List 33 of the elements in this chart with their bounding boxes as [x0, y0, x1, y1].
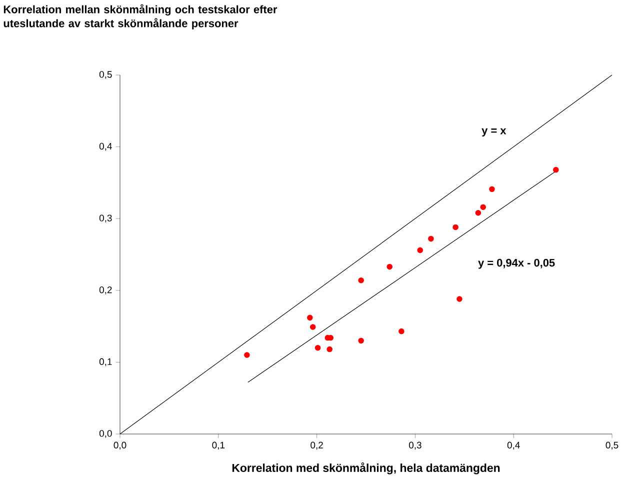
point [553, 166, 559, 173]
point [428, 236, 434, 242]
x-tick-label: 0,1 [212, 442, 225, 450]
x-tick-label: 0,0 [114, 442, 126, 450]
point [456, 296, 462, 302]
point [452, 224, 458, 230]
point [475, 210, 482, 216]
annotation: y = x [482, 128, 506, 136]
y-tick-label: 0,2 [99, 286, 112, 294]
x-tick-label: 0,2 [310, 442, 323, 450]
point [480, 204, 486, 210]
point [489, 186, 495, 192]
point [417, 247, 424, 254]
point [314, 344, 321, 351]
point [326, 346, 332, 352]
point [244, 352, 250, 358]
point [310, 324, 316, 330]
y-tick-label: 0,5 [99, 71, 112, 79]
y-tick-label: 0,3 [99, 214, 112, 223]
point [386, 264, 393, 270]
point [358, 277, 364, 284]
y-tick-label: 0,0 [99, 430, 112, 438]
x-tick-label: 0,3 [409, 442, 422, 450]
x-axis-title: Korrelation med skönmålning, hela datamängden [232, 462, 500, 474]
x-tick-label: 0,5 [606, 442, 618, 450]
y-tick-label: 0,1 [99, 358, 112, 366]
point [398, 328, 404, 334]
chart-title: Korrelation mellan skönmålning och testskalor efter uteslutande av starkt skönmålande personer [4, 4, 278, 30]
annotation: y = 0,94x - 0,05 [478, 258, 555, 269]
x-tick-label: 0,4 [507, 442, 520, 450]
point [307, 314, 313, 321]
y-tick-label: 0,4 [99, 142, 112, 151]
point [358, 338, 364, 344]
